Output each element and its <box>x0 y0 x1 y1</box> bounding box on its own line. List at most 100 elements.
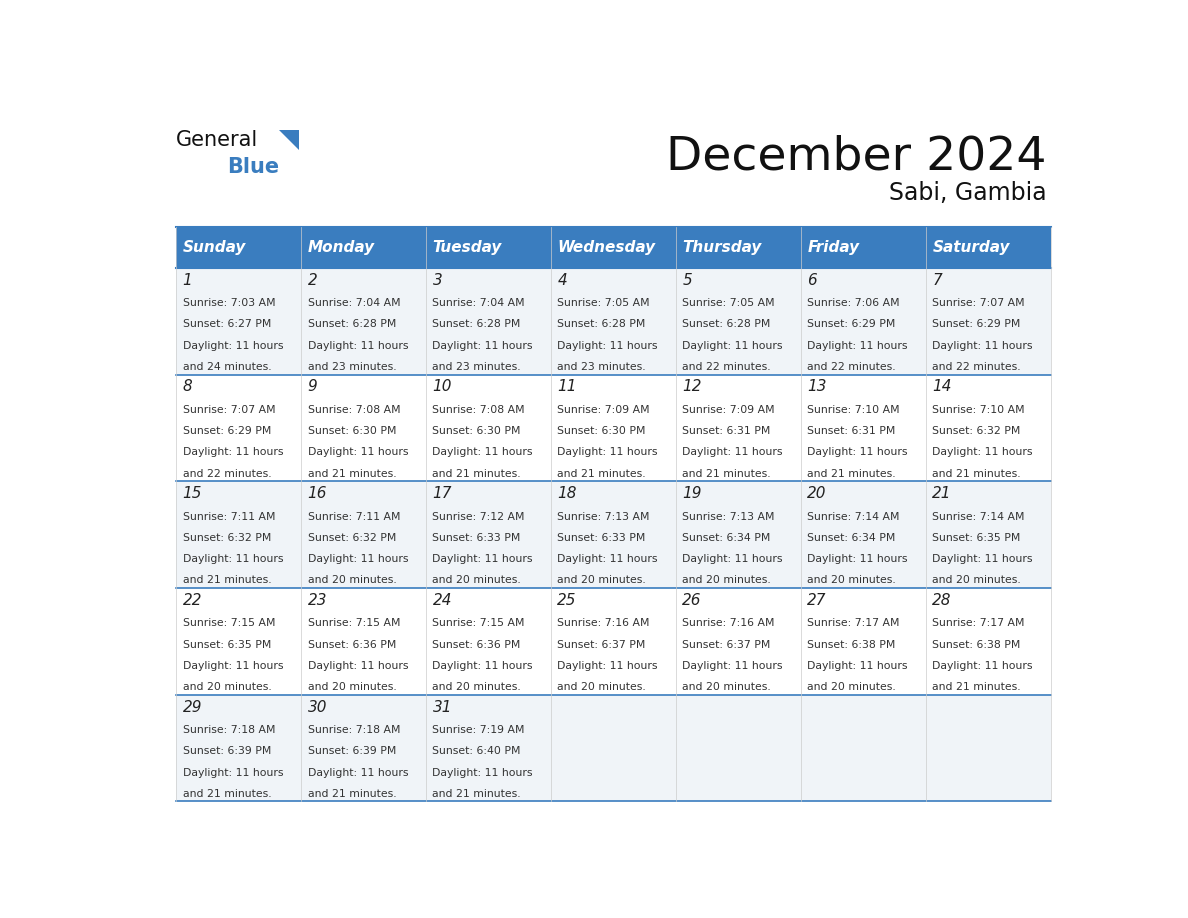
Text: Sunrise: 7:08 AM: Sunrise: 7:08 AM <box>308 405 400 415</box>
Text: Sunset: 6:37 PM: Sunset: 6:37 PM <box>682 640 771 650</box>
Text: 20: 20 <box>808 487 827 501</box>
Text: Daylight: 11 hours: Daylight: 11 hours <box>557 661 658 671</box>
Text: General: General <box>176 130 258 150</box>
Text: Sunrise: 7:14 AM: Sunrise: 7:14 AM <box>808 511 899 521</box>
Bar <box>801 375 925 481</box>
Bar <box>676 227 801 268</box>
Text: 22: 22 <box>183 593 202 608</box>
Text: Sunset: 6:35 PM: Sunset: 6:35 PM <box>933 532 1020 543</box>
Polygon shape <box>279 130 299 150</box>
Text: Sunset: 6:36 PM: Sunset: 6:36 PM <box>432 640 520 650</box>
Text: Daylight: 11 hours: Daylight: 11 hours <box>682 447 783 457</box>
Text: Sunrise: 7:17 AM: Sunrise: 7:17 AM <box>933 619 1025 629</box>
Bar <box>551 227 676 268</box>
Bar <box>426 227 551 268</box>
Text: Daylight: 11 hours: Daylight: 11 hours <box>557 447 658 457</box>
Text: Sunset: 6:27 PM: Sunset: 6:27 PM <box>183 319 271 330</box>
Text: Daylight: 11 hours: Daylight: 11 hours <box>183 447 283 457</box>
Bar <box>676 588 801 695</box>
Text: and 21 minutes.: and 21 minutes. <box>308 789 396 799</box>
Text: Daylight: 11 hours: Daylight: 11 hours <box>432 554 533 564</box>
Bar <box>925 481 1051 588</box>
Text: Blue: Blue <box>227 157 279 177</box>
Text: Sunrise: 7:18 AM: Sunrise: 7:18 AM <box>183 725 276 735</box>
Text: and 22 minutes.: and 22 minutes. <box>682 362 771 372</box>
Text: 7: 7 <box>933 273 942 287</box>
Text: Sunset: 6:38 PM: Sunset: 6:38 PM <box>933 640 1020 650</box>
Text: Daylight: 11 hours: Daylight: 11 hours <box>183 554 283 564</box>
Text: and 21 minutes.: and 21 minutes. <box>432 789 522 799</box>
Text: and 20 minutes.: and 20 minutes. <box>557 682 646 692</box>
Text: Thursday: Thursday <box>682 240 762 255</box>
Bar <box>801 227 925 268</box>
Text: Sunset: 6:32 PM: Sunset: 6:32 PM <box>183 532 271 543</box>
Text: 19: 19 <box>682 487 702 501</box>
Bar <box>551 481 676 588</box>
Text: 25: 25 <box>557 593 577 608</box>
Text: and 21 minutes.: and 21 minutes. <box>808 468 896 478</box>
Bar <box>426 481 551 588</box>
Text: Sunrise: 7:08 AM: Sunrise: 7:08 AM <box>432 405 525 415</box>
Bar <box>301 481 426 588</box>
Text: Daylight: 11 hours: Daylight: 11 hours <box>308 767 407 778</box>
Text: Sunrise: 7:03 AM: Sunrise: 7:03 AM <box>183 298 276 308</box>
Text: Daylight: 11 hours: Daylight: 11 hours <box>432 341 533 351</box>
Text: and 20 minutes.: and 20 minutes. <box>432 682 522 692</box>
Bar <box>176 588 301 695</box>
Bar <box>925 588 1051 695</box>
Text: and 21 minutes.: and 21 minutes. <box>308 468 396 478</box>
Text: Daylight: 11 hours: Daylight: 11 hours <box>682 661 783 671</box>
Text: 29: 29 <box>183 700 202 715</box>
Bar <box>551 695 676 801</box>
Text: 15: 15 <box>183 487 202 501</box>
Text: December 2024: December 2024 <box>665 135 1047 180</box>
Text: Sunrise: 7:15 AM: Sunrise: 7:15 AM <box>432 619 525 629</box>
Text: 9: 9 <box>308 379 317 395</box>
Text: Sunrise: 7:09 AM: Sunrise: 7:09 AM <box>557 405 650 415</box>
Bar <box>801 695 925 801</box>
Text: Sunset: 6:32 PM: Sunset: 6:32 PM <box>933 426 1020 436</box>
Text: Daylight: 11 hours: Daylight: 11 hours <box>808 341 908 351</box>
Text: Sunset: 6:30 PM: Sunset: 6:30 PM <box>432 426 522 436</box>
Text: Sunrise: 7:05 AM: Sunrise: 7:05 AM <box>682 298 775 308</box>
Bar <box>426 588 551 695</box>
Text: Sunset: 6:28 PM: Sunset: 6:28 PM <box>557 319 646 330</box>
Text: 21: 21 <box>933 487 952 501</box>
Text: Sunset: 6:29 PM: Sunset: 6:29 PM <box>933 319 1020 330</box>
Text: 4: 4 <box>557 273 567 287</box>
Text: Monday: Monday <box>308 240 374 255</box>
Text: Sunrise: 7:13 AM: Sunrise: 7:13 AM <box>682 511 775 521</box>
Text: Sunset: 6:28 PM: Sunset: 6:28 PM <box>432 319 520 330</box>
Text: and 20 minutes.: and 20 minutes. <box>933 576 1020 586</box>
Text: Sunrise: 7:04 AM: Sunrise: 7:04 AM <box>308 298 400 308</box>
Bar <box>176 375 301 481</box>
Text: 27: 27 <box>808 593 827 608</box>
Bar <box>676 695 801 801</box>
Text: 17: 17 <box>432 487 451 501</box>
Text: Sunrise: 7:07 AM: Sunrise: 7:07 AM <box>183 405 276 415</box>
Bar <box>176 268 301 375</box>
Text: Daylight: 11 hours: Daylight: 11 hours <box>308 341 407 351</box>
Bar <box>676 481 801 588</box>
Text: and 22 minutes.: and 22 minutes. <box>808 362 896 372</box>
Bar <box>925 268 1051 375</box>
Text: 14: 14 <box>933 379 952 395</box>
Bar <box>801 588 925 695</box>
Text: Sunset: 6:33 PM: Sunset: 6:33 PM <box>557 532 646 543</box>
Text: Sunday: Sunday <box>183 240 246 255</box>
Text: Sunset: 6:29 PM: Sunset: 6:29 PM <box>808 319 896 330</box>
Text: Sunrise: 7:19 AM: Sunrise: 7:19 AM <box>432 725 525 735</box>
Text: Sunrise: 7:16 AM: Sunrise: 7:16 AM <box>682 619 775 629</box>
Bar <box>551 268 676 375</box>
Text: Sunset: 6:34 PM: Sunset: 6:34 PM <box>808 532 896 543</box>
Text: 2: 2 <box>308 273 317 287</box>
Text: Daylight: 11 hours: Daylight: 11 hours <box>808 447 908 457</box>
Text: Daylight: 11 hours: Daylight: 11 hours <box>682 554 783 564</box>
Text: and 21 minutes.: and 21 minutes. <box>933 682 1020 692</box>
Text: 5: 5 <box>682 273 693 287</box>
Text: Sunrise: 7:10 AM: Sunrise: 7:10 AM <box>808 405 901 415</box>
Text: and 24 minutes.: and 24 minutes. <box>183 362 271 372</box>
Text: Sunset: 6:39 PM: Sunset: 6:39 PM <box>183 746 271 756</box>
Text: Daylight: 11 hours: Daylight: 11 hours <box>808 661 908 671</box>
Text: and 20 minutes.: and 20 minutes. <box>682 576 771 586</box>
